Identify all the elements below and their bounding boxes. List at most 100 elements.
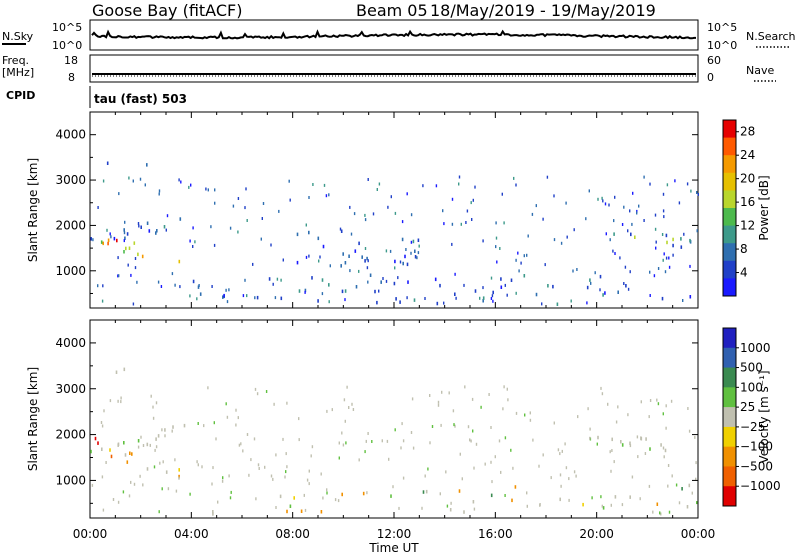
heatmap-cell [344,289,347,293]
heatmap-cell [416,256,418,260]
heatmap-cell [625,284,627,288]
freq-tick-high: 18 [64,54,78,67]
heatmap-cell [608,203,610,207]
heatmap-cell [115,370,118,374]
heatmap-cell [213,421,215,425]
heatmap-cell [627,287,630,291]
heatmap-cell [321,292,324,296]
heatmap-cell [638,204,640,208]
heatmap-cell [123,441,125,445]
heatmap-cell [663,252,665,256]
heatmap-cell [172,425,174,429]
heatmap-cell [203,424,205,428]
heatmap-cell [394,428,396,432]
heatmap-cell [474,185,476,189]
heatmap-cell [696,501,698,505]
station-title: Goose Bay (fitACF) [92,1,242,20]
heatmap-cell [102,179,105,183]
heatmap-cell [451,222,454,226]
heatmap-cell [454,292,456,296]
heatmap-cell [376,300,378,305]
colorbar-tick-label: −500 [740,459,773,473]
heatmap-cell [376,188,378,191]
heatmap-cell [602,506,605,510]
heatmap-cell [142,444,145,447]
top-left-tick-high: 10^5 [52,21,82,34]
heatmap-cell [634,235,636,239]
heatmap-cell [585,217,587,221]
heatmap-cell [158,510,160,514]
heatmap-cell [364,247,367,250]
heatmap-cell [688,429,691,433]
heatmap-cell [189,239,191,243]
heatmap-cell [544,263,546,267]
heatmap-cell [518,269,520,273]
heatmap-cell [390,195,392,199]
heatmap-cell [326,488,328,492]
heatmap-cell [515,411,518,415]
colorbar-frame [722,119,737,297]
heatmap-cell [118,274,120,278]
heatmap-cell [394,211,397,215]
heatmap-cell [90,237,92,241]
heatmap-cell [515,183,517,187]
heatmap-cell [161,428,163,432]
heatmap-cell [431,425,434,428]
heatmap-cell [155,401,158,405]
heatmap-cell [621,503,624,507]
heatmap-cell [320,510,323,514]
heatmap-cell [504,436,507,440]
cpid-label: CPID [6,89,35,102]
heatmap-cell [144,183,146,187]
heatmap-cell [538,464,540,468]
heatmap-cell [214,188,216,192]
nsky-trace [91,29,696,40]
heatmap-cell [659,511,661,515]
heatmap-cell [178,474,180,479]
heatmap-cell [101,447,103,451]
heatmap-cell [557,448,560,452]
heatmap-cell [552,284,554,289]
heatmap-cells-velocity [90,367,698,516]
heatmap-cell [607,402,609,406]
heatmap-cell [392,485,394,489]
freq-label: Freq. [2,54,29,67]
heatmap-cell [358,241,360,246]
heatmap-cell [210,225,212,229]
heatmap-cell [178,468,180,472]
heatmap-cell [153,465,156,469]
heatmap-cell [273,402,275,406]
heatmap-cell [624,265,627,269]
heatmap-cell [442,209,444,213]
heatmap-cell [494,455,496,459]
heatmap-cell [128,246,131,250]
heatmap-cell [126,460,129,464]
heatmap-cell [378,289,380,293]
colorbar-tick-label: 16 [740,195,755,209]
x-tick-label: 04:00 [174,527,209,541]
colorbar-title: Power [dB] [757,175,771,240]
heatmap-cell [443,222,445,226]
heatmap-cell [158,189,161,193]
heatmap-cell [689,295,692,299]
heatmap-cell [499,247,501,250]
heatmap-cell [207,188,209,192]
heatmap-cell [412,446,415,450]
heatmap-cell [196,297,198,301]
heatmap-cell [410,213,413,217]
heatmap-cell [632,191,634,195]
x-tick-label: 12:00 [377,527,412,541]
heatmap-cell [372,212,375,216]
top-right-tick-low: 10^0 [707,39,737,52]
heatmap-cell [602,199,604,203]
heatmap-cell [577,415,579,419]
heatmap-cell [189,492,191,496]
mode-label: tau (fast) 503 [94,92,187,106]
heatmap-cell [395,297,397,301]
heatmap-cell [112,498,115,501]
time-axis: 00:00 04:00 08:00 12:00 16:00 20:00 00:00 [73,527,716,541]
heatmap-cell [265,390,268,393]
heatmap-cell [689,264,691,268]
heatmap-cell [464,385,466,389]
heatmap-cell [410,240,413,244]
